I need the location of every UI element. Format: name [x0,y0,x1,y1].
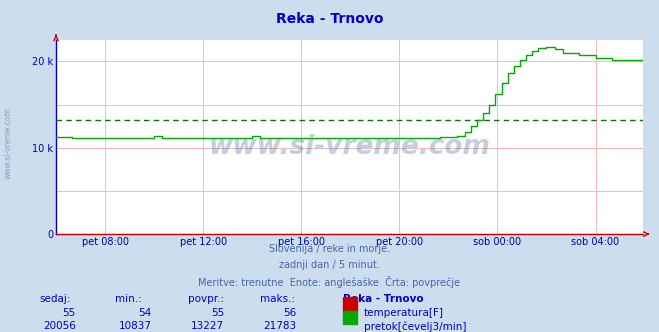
Text: Reka - Trnovo: Reka - Trnovo [343,294,423,304]
Text: 20056: 20056 [43,321,76,331]
Text: 54: 54 [138,308,152,318]
Text: zadnji dan / 5 minut.: zadnji dan / 5 minut. [279,260,380,270]
Text: 13227: 13227 [191,321,224,331]
Text: www.si-vreme.com: www.si-vreme.com [3,107,13,179]
Text: 55: 55 [211,308,224,318]
Text: 21783: 21783 [264,321,297,331]
Text: pretok[čevelj3/min]: pretok[čevelj3/min] [364,321,467,332]
Text: Slovenija / reke in morje.: Slovenija / reke in morje. [269,244,390,254]
Text: Meritve: trenutne  Enote: anglešaške  Črta: povprečje: Meritve: trenutne Enote: anglešaške Črta… [198,276,461,288]
Text: Reka - Trnovo: Reka - Trnovo [275,12,384,26]
Text: 56: 56 [283,308,297,318]
Text: sedaj:: sedaj: [40,294,71,304]
Text: temperatura[F]: temperatura[F] [364,308,444,318]
Text: 10837: 10837 [119,321,152,331]
Text: 55: 55 [63,308,76,318]
Text: www.si-vreme.com: www.si-vreme.com [208,134,490,160]
Text: povpr.:: povpr.: [188,294,224,304]
Text: maks.:: maks.: [260,294,295,304]
Text: min.:: min.: [115,294,142,304]
